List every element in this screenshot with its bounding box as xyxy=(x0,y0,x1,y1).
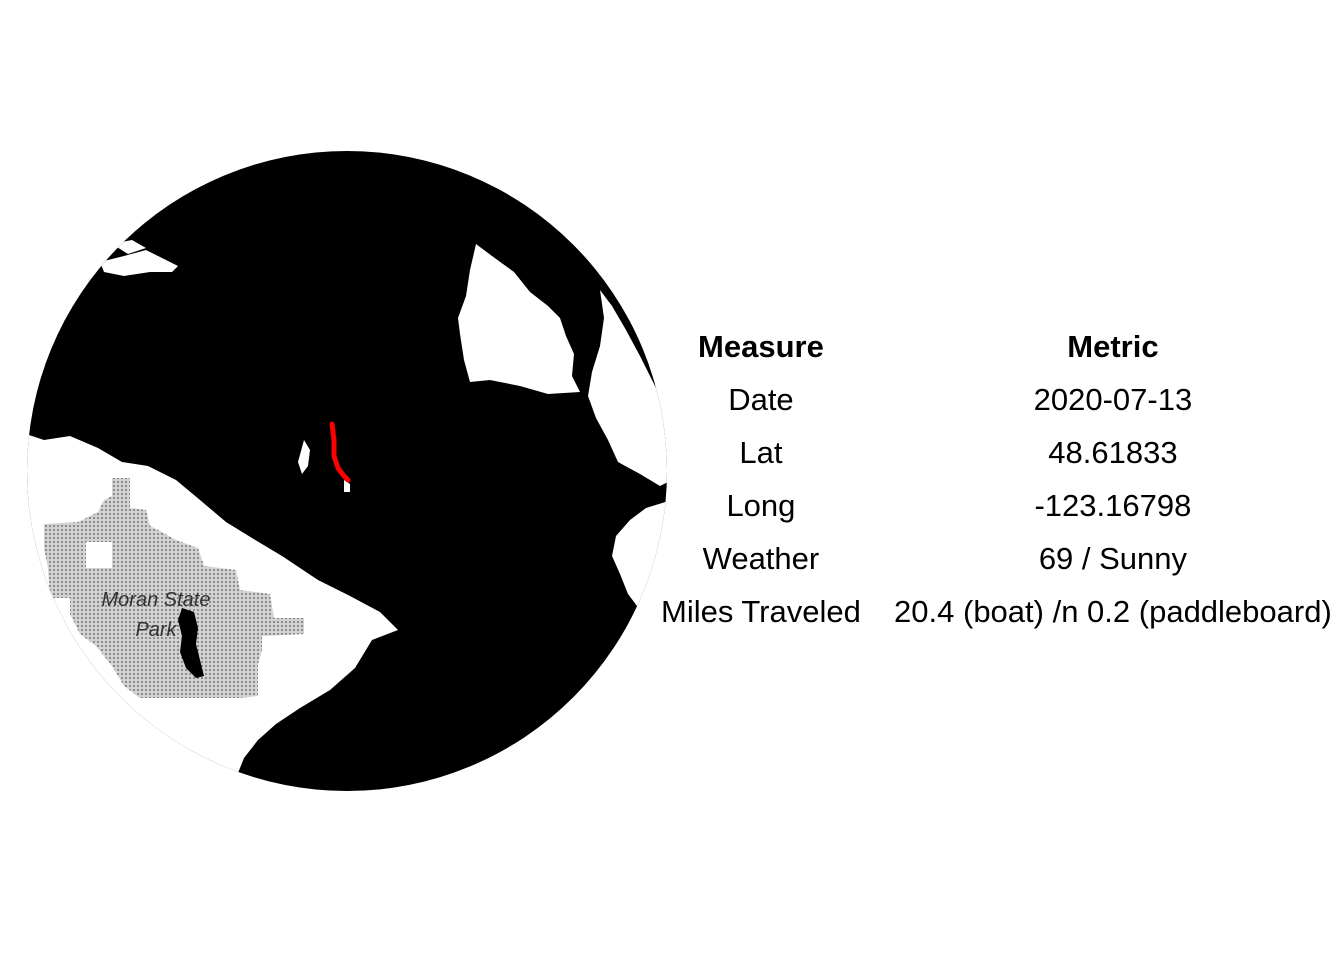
circular-map: Moran State Park xyxy=(27,151,667,791)
table-header-row: Measure Metric xyxy=(640,320,1344,373)
park-lake xyxy=(178,608,204,678)
table-row: Date 2020-07-13 xyxy=(640,373,1344,426)
metric-cell: 69 / Sunny xyxy=(1038,541,1188,576)
stats-table: Measure Metric Date 2020-07-13 Lat 48.61… xyxy=(640,320,1344,638)
park-area xyxy=(44,478,304,698)
measure-cell: Miles Traveled xyxy=(661,594,861,629)
park-clearing xyxy=(86,542,112,568)
measure-cell: Weather xyxy=(702,541,820,576)
channel-islet xyxy=(298,440,310,474)
east-landmass xyxy=(588,290,667,486)
table-row: Weather 69 / Sunny xyxy=(640,532,1344,585)
park-label-line2: Park xyxy=(135,619,177,641)
metric-cell: -123.16798 xyxy=(1034,488,1192,523)
route-track xyxy=(329,421,351,483)
metric-cell: 20.4 (boat) /n 0.2 (paddleboard) xyxy=(894,594,1332,629)
northwest-islet xyxy=(100,250,178,276)
metric-cell: 48.61833 xyxy=(1048,435,1178,470)
metric-cell: 2020-07-13 xyxy=(1033,382,1193,417)
table-row: Long -123.16798 xyxy=(640,479,1344,532)
measure-cell: Long xyxy=(726,488,796,523)
channel-islet-small xyxy=(344,480,350,492)
header-measure: Measure xyxy=(698,329,824,364)
stats-panel: Measure Metric Date 2020-07-13 Lat 48.61… xyxy=(640,320,1344,638)
table-row: Miles Traveled 20.4 (boat) /n 0.2 (paddl… xyxy=(640,585,1344,638)
measure-cell: Lat xyxy=(739,435,783,470)
park-label-line1: Moran State xyxy=(102,589,211,611)
measure-cell: Date xyxy=(728,382,794,417)
table-row: Lat 48.61833 xyxy=(640,426,1344,479)
header-metric: Metric xyxy=(1067,329,1159,364)
northeast-landmass xyxy=(458,244,580,394)
